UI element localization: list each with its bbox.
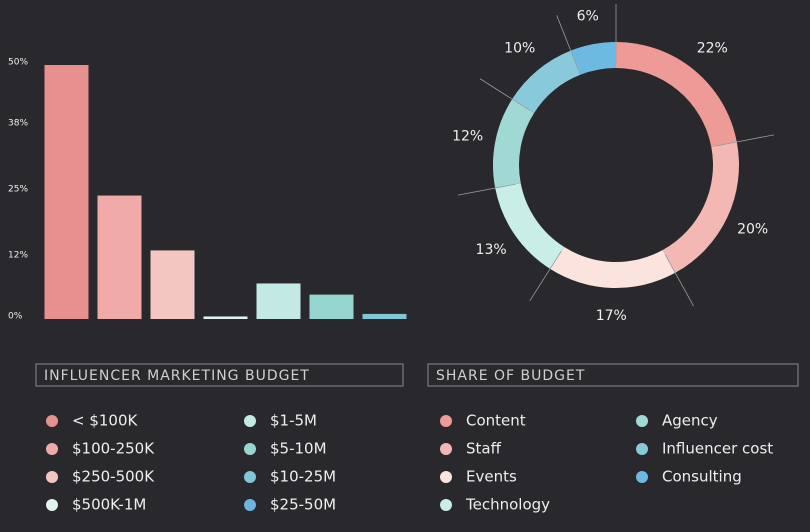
bar xyxy=(203,316,248,319)
legend-swatch xyxy=(244,443,256,455)
value-label: 10% xyxy=(504,41,535,57)
legend-label: < $100K xyxy=(72,412,139,430)
value-label: 13% xyxy=(476,242,507,258)
bar-chart-title: INFLUENCER MARKETING BUDGET xyxy=(44,368,310,384)
legend-swatch xyxy=(244,471,256,483)
donut-segment xyxy=(550,246,676,288)
donut-segment xyxy=(495,183,565,269)
donut-segment xyxy=(662,141,739,273)
legend-label: $100-250K xyxy=(72,440,155,458)
legend-label: $5-10M xyxy=(270,440,327,458)
bar xyxy=(309,294,354,319)
leader-line xyxy=(556,15,579,71)
legend-label: $500K-1M xyxy=(72,496,146,514)
legend-label: Events xyxy=(466,468,517,486)
legend-swatch xyxy=(46,471,58,483)
legend-swatch xyxy=(46,499,58,511)
bar xyxy=(44,65,89,319)
legend-label: $250-500K xyxy=(72,468,155,486)
y-tick-label: 25% xyxy=(8,185,28,195)
donut-segment xyxy=(512,50,581,114)
legend-swatch xyxy=(440,415,452,427)
legend-label: Technology xyxy=(465,496,550,514)
leader-line xyxy=(716,134,775,147)
value-label: 6% xyxy=(577,9,599,25)
legend-swatch xyxy=(636,415,648,427)
value-label: 17% xyxy=(596,308,627,324)
legend-swatch xyxy=(244,415,256,427)
title-box xyxy=(35,363,404,387)
legend-swatch xyxy=(46,415,58,427)
value-label: 12% xyxy=(452,129,483,145)
legend-label: $1-5M xyxy=(270,412,317,430)
legend-swatch xyxy=(46,443,58,455)
legend-label: Staff xyxy=(466,440,502,458)
value-label: 22% xyxy=(697,41,728,57)
legend-label: $10-25M xyxy=(270,468,336,486)
bar xyxy=(256,283,301,319)
legend-label: Influencer cost xyxy=(662,440,773,458)
bar xyxy=(362,313,407,319)
legend-swatch xyxy=(636,443,648,455)
bar xyxy=(97,195,142,319)
title-box xyxy=(427,363,799,387)
donut-segment xyxy=(570,42,616,75)
y-tick-label: 50% xyxy=(8,58,28,68)
legend-label: Content xyxy=(466,412,526,430)
y-tick-label: 12% xyxy=(8,251,28,261)
legend-swatch xyxy=(244,499,256,511)
donut-segment xyxy=(492,99,535,189)
donut-segment xyxy=(616,42,737,147)
legend-swatch xyxy=(440,499,452,511)
leader-line xyxy=(529,250,562,302)
value-label: 20% xyxy=(737,221,768,237)
legend-swatch xyxy=(440,443,452,455)
pie-chart-title: SHARE OF BUDGET xyxy=(436,368,585,384)
legend-swatch xyxy=(440,471,452,483)
leader-line xyxy=(457,183,516,196)
legend-label: $25-50M xyxy=(270,496,336,514)
legend-label: Consulting xyxy=(662,468,742,486)
y-tick-label: 0% xyxy=(8,312,23,322)
legend-swatch xyxy=(636,471,648,483)
legend-label: Agency xyxy=(662,412,718,430)
leader-line xyxy=(479,78,531,111)
leader-line xyxy=(664,254,694,307)
bar xyxy=(150,250,195,319)
y-tick-label: 38% xyxy=(8,118,28,128)
